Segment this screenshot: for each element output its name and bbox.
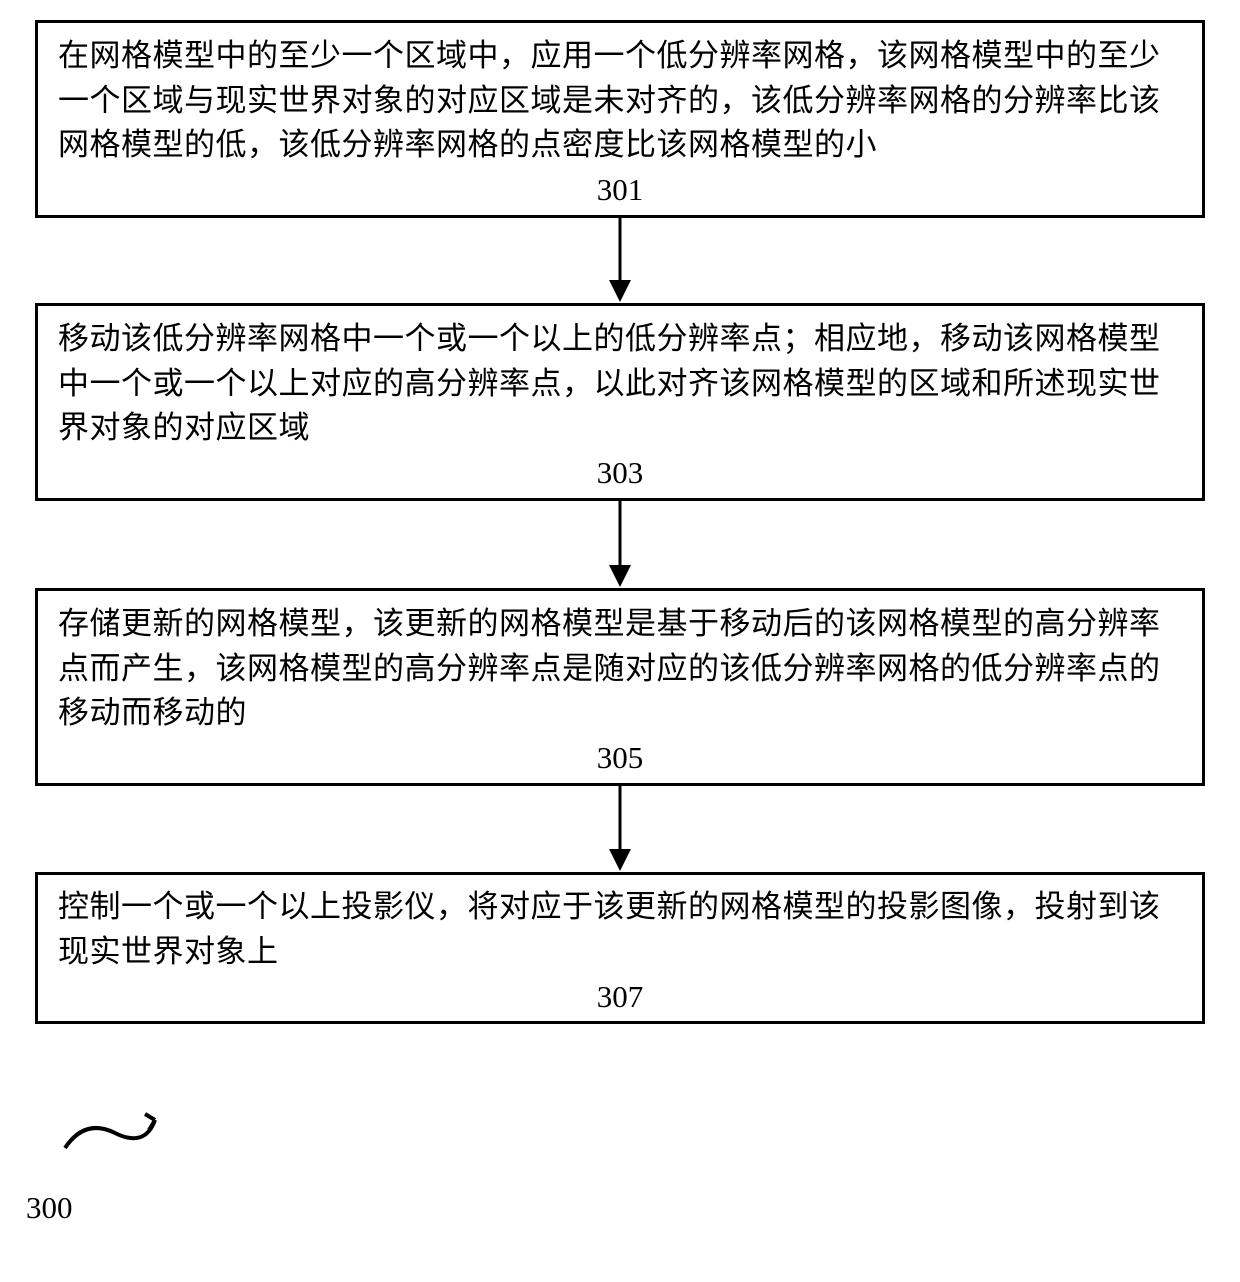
flow-step-number: 301 [58, 172, 1182, 208]
flow-step-text: 存储更新的网格模型，该更新的网格模型是基于移动后的该网格模型的高分辨率点而产生，… [58, 602, 1182, 737]
flow-step-number: 303 [58, 455, 1182, 491]
flow-step-number: 305 [58, 740, 1182, 776]
flow-arrow-line [619, 786, 622, 849]
flow-step-303: 移动该低分辨率网格中一个或一个以上的低分辨率点；相应地，移动该网格模型中一个或一… [35, 303, 1205, 501]
flow-step-307: 控制一个或一个以上投影仪，将对应于该更新的网格模型的投影图像，投射到该现实世界对… [35, 872, 1205, 1024]
figure-reference-arrow-icon [55, 1108, 175, 1158]
flow-step-text: 移动该低分辨率网格中一个或一个以上的低分辨率点；相应地，移动该网格模型中一个或一… [58, 317, 1182, 452]
flow-step-text: 在网格模型中的至少一个区域中，应用一个低分辨率网格，该网格模型中的至少一个区域与… [58, 34, 1182, 169]
flow-arrow-head-icon [609, 565, 631, 587]
flowchart-canvas: 在网格模型中的至少一个区域中，应用一个低分辨率网格，该网格模型中的至少一个区域与… [0, 0, 1240, 1282]
flow-arrow-line [619, 501, 622, 565]
flow-step-301: 在网格模型中的至少一个区域中，应用一个低分辨率网格，该网格模型中的至少一个区域与… [35, 20, 1205, 218]
flow-arrow-head-icon [609, 849, 631, 871]
flow-step-number: 307 [58, 979, 1182, 1015]
flow-step-text: 控制一个或一个以上投影仪，将对应于该更新的网格模型的投影图像，投射到该现实世界对… [58, 885, 1182, 975]
flow-arrow-head-icon [609, 280, 631, 302]
flow-step-305: 存储更新的网格模型，该更新的网格模型是基于移动后的该网格模型的高分辨率点而产生，… [35, 588, 1205, 786]
figure-number: 300 [26, 1190, 73, 1226]
flow-arrow-line [619, 218, 622, 280]
